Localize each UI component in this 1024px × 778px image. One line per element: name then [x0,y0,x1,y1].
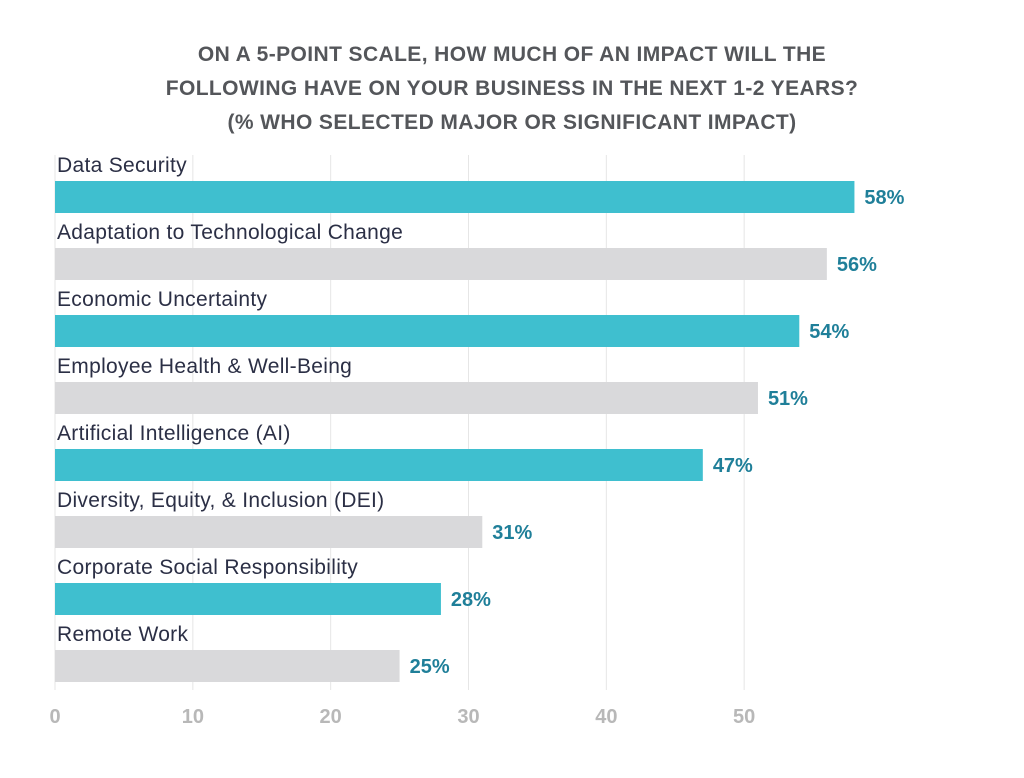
value-label: 25% [410,656,450,678]
x-tick-label: 40 [595,706,617,728]
bar-2 [55,315,800,347]
category-label: Corporate Social Responsibility [57,556,358,579]
value-label: 58% [864,187,904,209]
category-label: Economic Uncertainty [57,288,267,311]
category-label: Artificial Intelligence (AI) [57,422,291,445]
bar-3 [55,382,758,414]
value-label: 54% [809,321,849,343]
bar-5 [55,516,483,548]
category-label: Employee Health & Well-Being [57,355,352,378]
chart-title-line-3: (% WHO SELECTED MAJOR OR SIGNIFICANT IMP… [227,111,797,134]
value-label: 28% [451,589,491,611]
bar-0 [55,181,855,213]
bar-7 [55,650,400,682]
value-label: 56% [837,254,877,276]
category-label: Adaptation to Technological Change [57,221,403,244]
chart-title-line-2: FOLLOWING HAVE ON YOUR BUSINESS IN THE N… [165,77,859,100]
x-tick-label: 10 [182,706,204,728]
bar-1 [55,248,827,280]
bar-4 [55,449,703,481]
x-tick-label: 30 [457,706,479,728]
bar-6 [55,583,441,615]
value-label: 31% [492,522,532,544]
x-tick-label: 50 [733,706,755,728]
x-tick-label: 0 [49,706,60,728]
value-label: 51% [768,388,808,410]
category-label: Remote Work [57,623,188,646]
category-label: Data Security [57,154,187,177]
category-label: Diversity, Equity, & Inclusion (DEI) [57,489,384,512]
value-label: 47% [713,455,753,477]
chart-title: ON A 5-POINT SCALE, HOW MUCH OF AN IMPAC… [0,38,1024,140]
x-tick-label: 20 [320,706,342,728]
chart-title-line-1: ON A 5-POINT SCALE, HOW MUCH OF AN IMPAC… [197,43,827,66]
